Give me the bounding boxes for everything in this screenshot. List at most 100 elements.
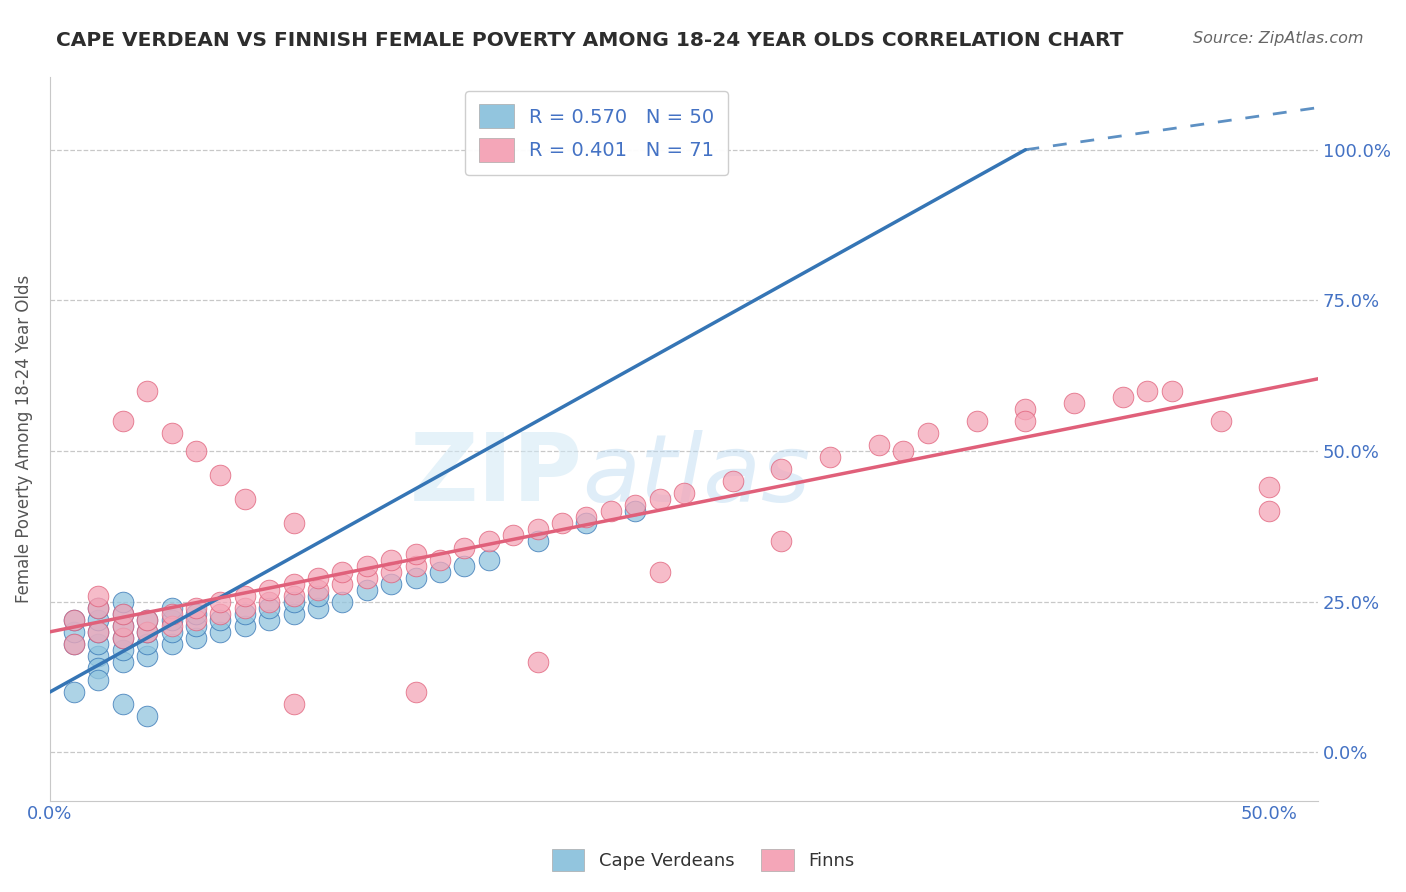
Point [87,661,110,675]
Point [283,516,305,531]
Point [87,613,110,627]
Point [63,613,86,627]
Point [160,637,183,651]
Point [63,637,86,651]
Point [526,534,548,549]
Point [87,648,110,663]
Point [453,541,475,555]
Point [770,462,793,476]
Point [63,613,86,627]
Point [233,589,256,603]
Point [63,685,86,699]
Point [184,613,207,627]
Point [111,607,134,621]
Point [307,600,329,615]
Point [233,619,256,633]
Point [63,624,86,639]
Point [111,619,134,633]
Point [283,576,305,591]
Point [332,595,354,609]
Point [405,571,427,585]
Point [209,624,232,639]
Point [87,589,110,603]
Point [356,571,378,585]
Point [307,571,329,585]
Point [160,619,183,633]
Point [160,613,183,627]
Point [111,619,134,633]
Point [356,558,378,573]
Point [1014,414,1036,428]
Point [283,607,305,621]
Point [87,624,110,639]
Point [405,558,427,573]
Point [111,631,134,645]
Point [526,655,548,669]
Point [257,595,280,609]
Point [209,613,232,627]
Point [551,516,574,531]
Text: atlas: atlas [582,430,811,521]
Point [160,425,183,440]
Point [917,425,939,440]
Text: Source: ZipAtlas.com: Source: ZipAtlas.com [1194,31,1364,46]
Point [160,600,183,615]
Point [111,697,134,711]
Point [111,595,134,609]
Point [380,565,402,579]
Point [672,486,695,500]
Point [1209,414,1232,428]
Legend: Cape Verdeans, Finns: Cape Verdeans, Finns [544,842,862,879]
Point [868,438,890,452]
Point [721,474,744,488]
Point [624,504,647,518]
Point [599,504,621,518]
Point [136,384,159,398]
Point [257,600,280,615]
Point [648,565,671,579]
Point [209,607,232,621]
Point [1160,384,1182,398]
Point [502,528,524,542]
Point [233,607,256,621]
Point [184,607,207,621]
Point [136,709,159,723]
Point [526,523,548,537]
Point [136,624,159,639]
Point [332,565,354,579]
Point [257,582,280,597]
Point [893,444,915,458]
Point [160,607,183,621]
Point [356,582,378,597]
Point [820,450,842,464]
Point [575,510,598,524]
Point [111,631,134,645]
Point [111,607,134,621]
Point [283,595,305,609]
Point [1014,401,1036,416]
Point [136,648,159,663]
Point [1063,396,1085,410]
Point [87,600,110,615]
Point [136,637,159,651]
Point [1112,390,1135,404]
Point [136,613,159,627]
Point [478,534,501,549]
Point [405,547,427,561]
Point [111,643,134,657]
Point [111,655,134,669]
Point [233,600,256,615]
Point [87,637,110,651]
Point [380,552,402,566]
Point [429,565,451,579]
Point [209,468,232,483]
Point [1136,384,1159,398]
Point [1258,480,1281,494]
Point [429,552,451,566]
Point [283,589,305,603]
Point [233,492,256,507]
Point [380,576,402,591]
Point [283,697,305,711]
Point [770,534,793,549]
Legend: R = 0.570   N = 50, R = 0.401   N = 71: R = 0.570 N = 50, R = 0.401 N = 71 [465,91,728,175]
